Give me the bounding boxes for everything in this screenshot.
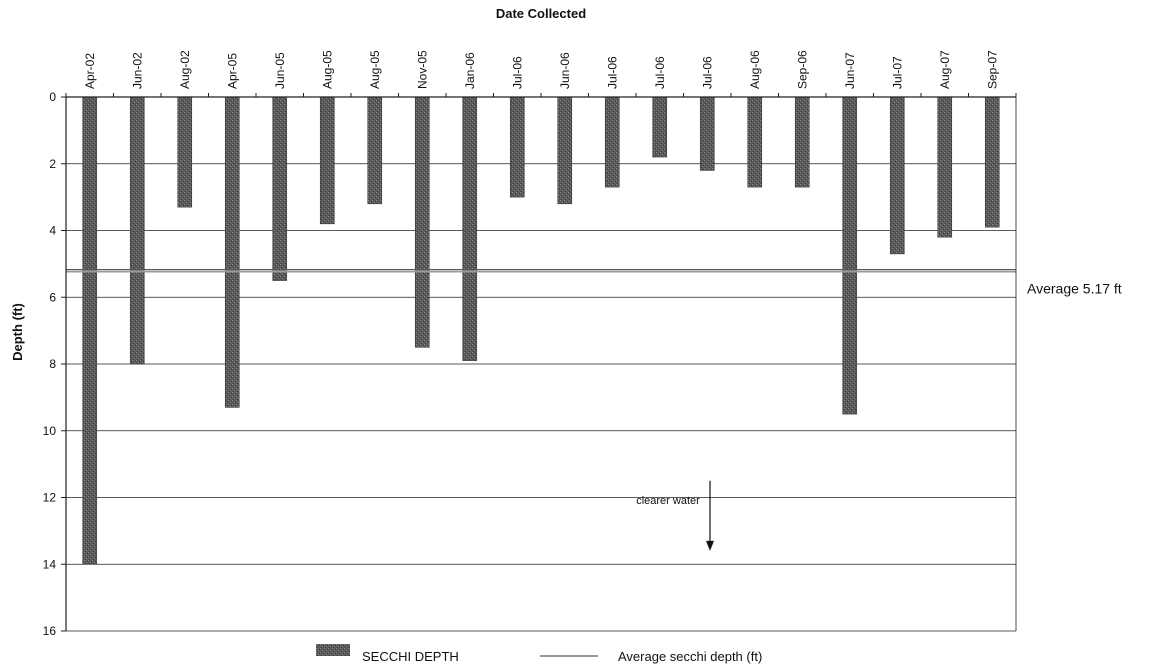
x-tick-labels: Apr-02 Jun-02 Aug-02 Apr-05 Jun-05 Aug-05 Aug-…: [83, 50, 1000, 89]
secchi-bar: [889, 96, 905, 255]
x-tick-label: Jan-06: [463, 52, 477, 89]
y-tick-label: 8: [49, 357, 56, 371]
annotation-text: clearer water: [636, 495, 700, 507]
x-tick-label: Jun-06: [558, 52, 572, 89]
y-tick-label: 16: [43, 624, 57, 638]
legend-bar-label: SECCHI DEPTH: [362, 649, 459, 664]
y-tick-label: 10: [43, 424, 57, 438]
x-tick-label: Apr-05: [225, 53, 239, 89]
secchi-bar: [319, 96, 335, 225]
x-tick-label: Sep-06: [795, 50, 809, 89]
secchi-bar: [984, 96, 1000, 228]
secchi-bar: [509, 96, 525, 198]
x-tick-label: Jun-07: [843, 52, 857, 89]
y-tick-labels: 0 2 4 6 8 10 12 14 16: [43, 90, 57, 638]
secchi-bar: [652, 96, 668, 158]
y-tick-label: 2: [49, 157, 56, 171]
average-line-group: [66, 269, 1016, 273]
x-tick-label: Jun-05: [273, 52, 287, 89]
x-tick-label: Aug-07: [938, 50, 952, 89]
x-tick-label: Jul-06: [605, 56, 619, 89]
y-tick-label: 0: [49, 90, 56, 104]
axes-group: [65, 93, 1017, 631]
secchi-bar: [82, 96, 98, 565]
y-tick-label: 6: [49, 290, 56, 304]
y-tick-label: 12: [43, 491, 57, 505]
secchi-bar: [937, 96, 953, 238]
x-tick-label: Aug-06: [748, 50, 762, 89]
secchi-bar: [794, 96, 810, 188]
x-tick-label: Aug-05: [368, 50, 382, 89]
legend-bar-swatch: [316, 644, 350, 656]
gridlines: [61, 96, 1016, 632]
secchi-bar: [604, 96, 620, 188]
x-tick-label: Jul-06: [653, 56, 667, 89]
secchi-bar: [129, 96, 145, 365]
y-tick-label: 4: [49, 224, 56, 238]
x-tick-label: Aug-05: [320, 50, 334, 89]
x-axis-title: Date Collected: [496, 6, 586, 21]
secchi-bar: [367, 96, 383, 205]
secchi-bar: [699, 96, 715, 171]
arrow-head-icon: [706, 540, 714, 551]
secchi-bar: [747, 96, 763, 188]
secchi-bar: [272, 96, 288, 281]
x-tick-label: Jun-02: [130, 52, 144, 89]
x-tick-label: Jul-06: [700, 56, 714, 89]
secchi-bar: [414, 96, 430, 348]
average-line-label: Average 5.17 ft: [1027, 281, 1122, 297]
x-tick-label: Nov-05: [415, 50, 429, 89]
x-tick-label: Sep-07: [985, 50, 999, 89]
x-tick-label: Apr-02: [83, 53, 97, 89]
clearer-water-annotation: clearer water: [636, 480, 714, 551]
secchi-bar: [462, 96, 478, 361]
x-tick-label: Jul-07: [890, 56, 904, 89]
secchi-bar: [177, 96, 193, 208]
secchi-bar: [557, 96, 573, 205]
secchi-bar: [224, 96, 240, 408]
y-tick-label: 14: [43, 557, 57, 571]
x-tick-label: Jul-06: [510, 56, 524, 89]
y-axis-title: Depth (ft): [10, 303, 25, 361]
legend: SECCHI DEPTH Average secchi depth (ft): [316, 644, 762, 664]
legend-line-label: Average secchi depth (ft): [618, 649, 762, 664]
secchi-bar: [842, 96, 858, 415]
bars-group: [82, 96, 1000, 565]
x-tick-label: Aug-02: [178, 50, 192, 89]
